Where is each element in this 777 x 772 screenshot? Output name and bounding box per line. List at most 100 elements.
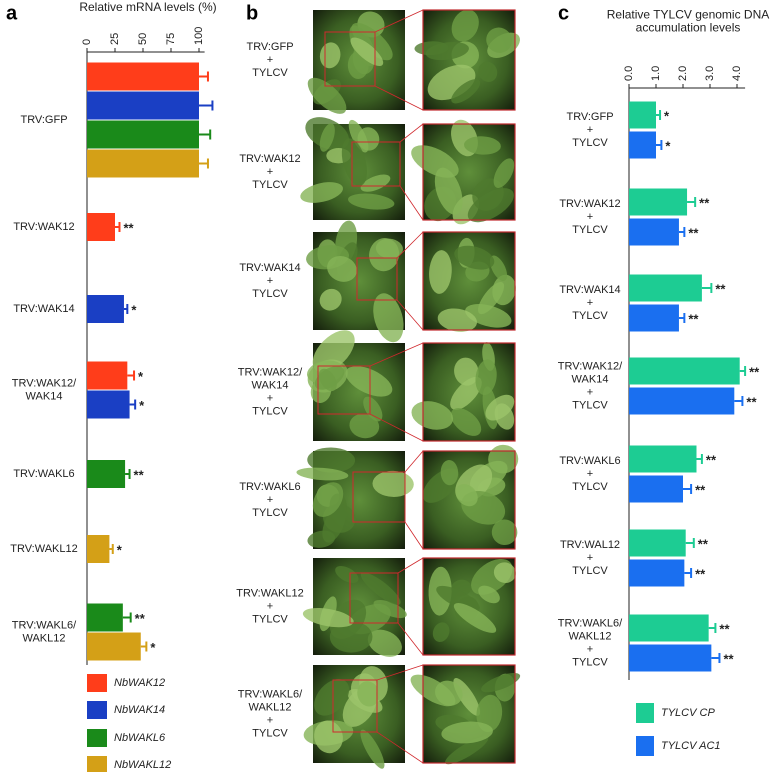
significance: **	[715, 281, 726, 296]
zoom-line	[399, 185, 424, 221]
leaf	[327, 255, 357, 282]
error-bar	[656, 140, 663, 150]
leaf	[486, 27, 512, 53]
bar	[87, 149, 199, 178]
x-tick-label: 4.0	[731, 66, 743, 81]
leaf	[319, 123, 335, 152]
row-label: TRV:WAK12/WAK14 + TYLCV	[238, 366, 303, 417]
leaf	[319, 288, 342, 311]
x-tick-label: 100	[193, 27, 205, 45]
leaf	[440, 459, 459, 486]
error-bar	[687, 197, 697, 207]
error-bar	[122, 612, 132, 623]
leaf	[464, 136, 501, 155]
category-label: TRV:WAKL6/WAKL12 + TYLCV	[558, 617, 623, 668]
zoom-line	[374, 9, 424, 33]
bar	[87, 91, 199, 120]
zoom-line	[404, 450, 424, 473]
error-bar	[140, 641, 148, 652]
leaf	[441, 721, 493, 744]
category-label: TRV:WAK14 + TYLCV	[559, 284, 620, 322]
leaf	[307, 530, 336, 548]
error-bar	[199, 158, 209, 169]
legend-swatch	[87, 701, 107, 719]
bar	[87, 535, 110, 563]
x-tick-label: 3.0	[704, 66, 716, 81]
bar	[87, 295, 124, 323]
legend-label: NbWAK12	[114, 677, 165, 689]
zoom-box	[351, 141, 401, 187]
leaf	[478, 61, 498, 82]
leaf	[372, 470, 414, 497]
bar	[87, 603, 123, 632]
leaf	[492, 274, 516, 306]
category-label: TRV:WAL12 + TYLCV	[560, 539, 620, 577]
significance: **	[749, 364, 760, 379]
error-bar	[123, 304, 129, 314]
photo	[422, 444, 519, 550]
legend-label: NbWAK14	[114, 704, 165, 716]
leaf	[349, 413, 380, 439]
x-tick-label: 1.0	[650, 66, 662, 81]
legend-label: TYLCV CP	[661, 707, 715, 719]
leaf	[296, 467, 349, 481]
leaf	[481, 672, 521, 693]
category-label: TRV:WAK12/WAK14 + TYLCV	[558, 360, 623, 411]
error-bar	[683, 484, 693, 494]
bar	[87, 62, 199, 91]
error-bar	[734, 396, 744, 406]
photo	[303, 665, 405, 769]
error-bar	[708, 623, 717, 633]
significance: **	[706, 452, 717, 467]
error-bar	[125, 469, 131, 479]
error-bar	[115, 222, 121, 232]
significance: **	[695, 482, 706, 497]
significance: **	[746, 394, 757, 409]
category-label: TRV:WAK12	[13, 221, 74, 233]
leaf	[434, 167, 463, 215]
panel-label: c	[558, 2, 569, 24]
error-bar	[701, 283, 713, 293]
significance: **	[134, 467, 145, 482]
category-label: TRV:WAKL12	[10, 543, 77, 555]
photo	[307, 10, 405, 114]
photo	[414, 9, 520, 111]
category-label: TRV:WAK12/WAK14	[12, 377, 77, 402]
chart-title: Relative mRNA levels (%)	[79, 0, 216, 14]
error-bar	[685, 538, 695, 548]
error-bar	[678, 227, 686, 237]
leaf	[360, 572, 401, 605]
bar	[629, 188, 688, 216]
zoom-line	[374, 85, 424, 111]
bar	[87, 361, 128, 390]
leaf	[360, 174, 391, 192]
zoom-line	[396, 299, 424, 331]
legend-swatch	[636, 703, 654, 723]
photo-frame	[422, 450, 516, 550]
x-tick-label: 0.0	[623, 66, 635, 81]
leaf	[454, 245, 495, 270]
leaf	[341, 138, 368, 187]
significance: **	[695, 566, 706, 581]
leaf	[493, 562, 516, 584]
photo	[411, 342, 516, 442]
error-bar	[739, 366, 747, 376]
bar	[629, 559, 685, 587]
zoom-line	[369, 342, 424, 367]
error-bar	[199, 71, 209, 82]
significance: **	[123, 220, 134, 235]
bar	[629, 218, 679, 246]
leaf	[451, 9, 479, 42]
leaf	[493, 158, 515, 188]
bar	[629, 101, 656, 129]
photo-frame	[422, 342, 516, 442]
leaf	[373, 293, 404, 343]
zoom-line	[399, 123, 424, 143]
x-tick-label: 50	[137, 33, 149, 45]
leaf	[429, 250, 452, 294]
significance: **	[698, 536, 709, 551]
significance: **	[723, 651, 734, 666]
zoom-box	[317, 365, 371, 415]
bar	[87, 120, 199, 149]
leaf	[307, 77, 347, 114]
